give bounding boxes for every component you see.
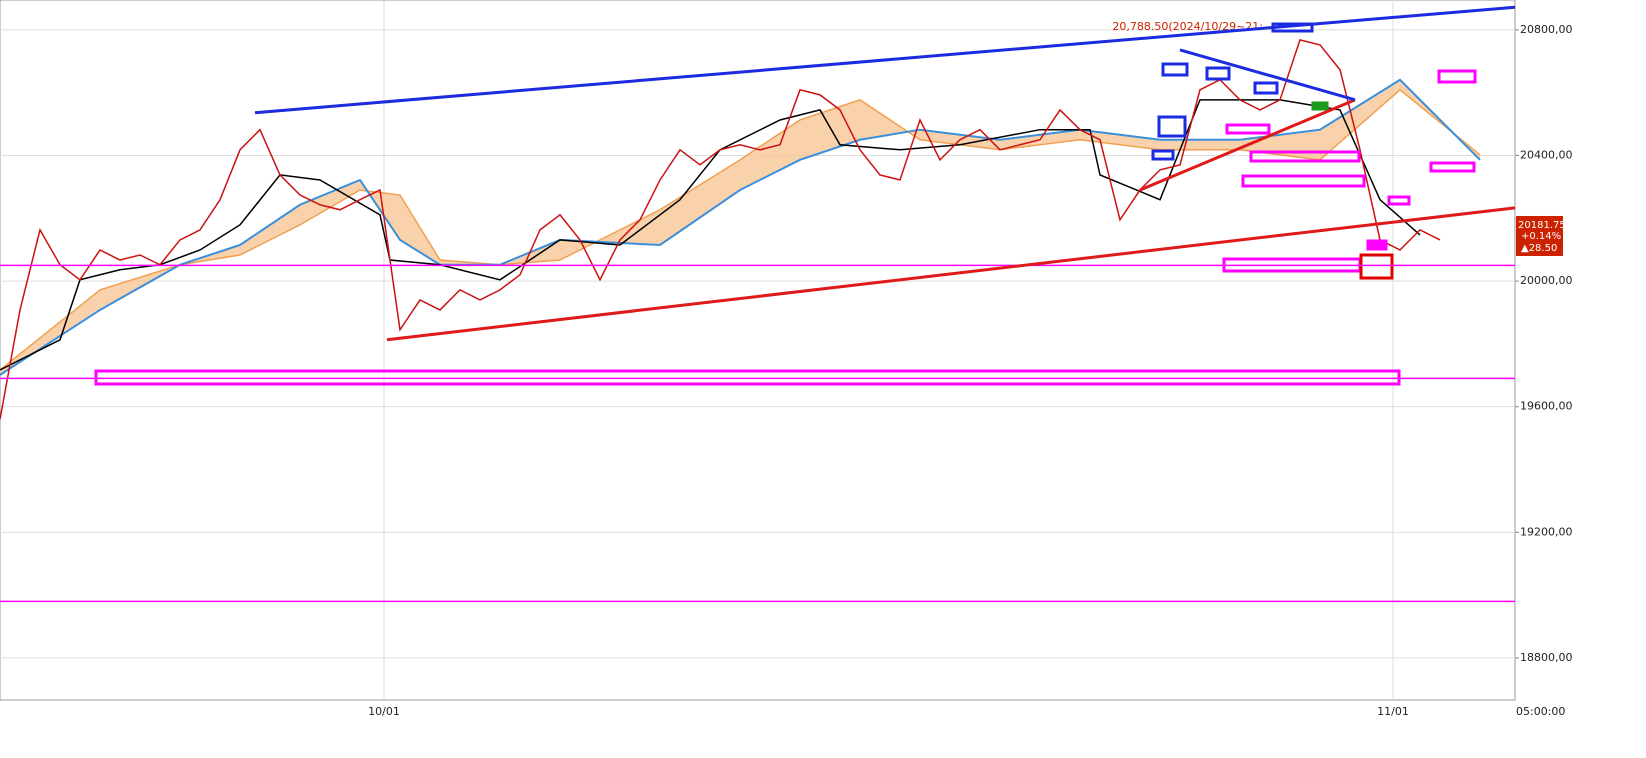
price-change-pct: +0.14%: [1521, 231, 1561, 242]
y-tick-label: 20800,00: [1520, 23, 1573, 36]
box: [1253, 81, 1279, 95]
price-change: ▲28.50: [1521, 243, 1557, 254]
time-label: 05:00:00: [1516, 705, 1565, 718]
box: [1366, 239, 1388, 251]
x-tick-label: 11/01: [1377, 705, 1409, 718]
box: [1249, 150, 1361, 163]
box: [1241, 174, 1366, 188]
price-line: [0, 38, 1441, 420]
y-tick-label: 20000,00: [1520, 274, 1573, 287]
price-label: 20181.75: [1518, 220, 1566, 231]
box: [94, 369, 1401, 386]
trend-line: [1139, 98, 1356, 192]
box: [1311, 101, 1329, 111]
chart-layer: [0, 0, 1515, 700]
trend-line: [254, 5, 1516, 115]
box: [1437, 69, 1477, 84]
price-label-box: [1516, 215, 1563, 256]
annotation: 20,788.50(2024/10/29~21:: [1112, 20, 1263, 33]
x-tick-label: 10/01: [368, 705, 400, 718]
trend-line: [1179, 48, 1356, 102]
box: [1161, 62, 1189, 77]
box: [1157, 115, 1187, 138]
span-a-line: [0, 88, 1481, 371]
plot-frame: [0, 0, 1516, 701]
box: [1429, 161, 1476, 173]
y-tick-label: 18800,00: [1520, 651, 1573, 664]
y-tick-label: 19600,00: [1520, 400, 1573, 413]
box: [1225, 123, 1271, 135]
trend-line: [386, 206, 1516, 342]
box: [1359, 253, 1394, 280]
span-b-line: [0, 78, 1481, 376]
y-tick-label: 20400,00: [1520, 148, 1573, 161]
box: [1151, 149, 1175, 161]
box: [1387, 195, 1411, 206]
box: [1205, 66, 1231, 81]
y-tick-label: 19200,00: [1520, 525, 1573, 538]
